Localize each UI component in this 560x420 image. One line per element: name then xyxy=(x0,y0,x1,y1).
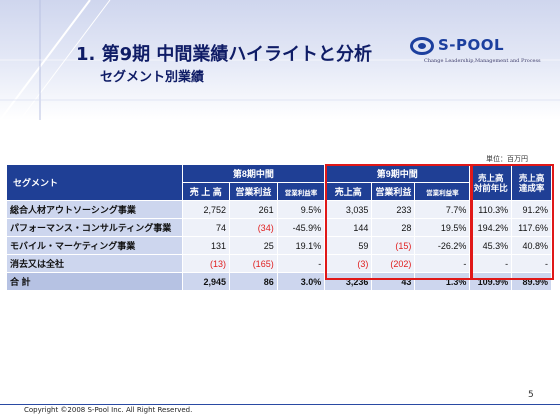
title-decoration xyxy=(0,0,560,120)
cell-op-curr: 43 xyxy=(371,272,416,291)
header-group-curr: 第9期中間 xyxy=(324,164,471,183)
table-row: 消去又は全社 (13) (165) - (3) (202) - - - xyxy=(6,254,552,273)
cell-yoy: - xyxy=(469,254,513,273)
cell-yoy: 45.3% xyxy=(469,236,513,255)
page-subtitle: セグメント別業績 xyxy=(100,70,205,85)
row-name: パフォーマンス・コンサルティング事業 xyxy=(6,218,183,237)
cell-sales-prev: 74 xyxy=(181,218,231,237)
copyright: Copyright ©2008 S-Pool Inc. All Right Re… xyxy=(24,406,193,414)
cell-op-curr: 233 xyxy=(371,200,416,219)
cell-opr-prev: 9.5% xyxy=(276,200,326,219)
header-opr-prev: 営業利益率 xyxy=(276,182,326,201)
cell-opr-prev: 3.0% xyxy=(276,272,326,291)
cell-sales-curr: 3,236 xyxy=(324,272,373,291)
cell-opr-curr: 19.5% xyxy=(414,218,471,237)
table-row-total: 合 計 2,945 86 3.0% 3,236 43 1.3% 109.9% 8… xyxy=(6,272,552,291)
header-segment: セグメント xyxy=(6,164,183,201)
cell-op-prev: 86 xyxy=(229,272,278,291)
header-group-prev: 第8期中間 xyxy=(181,164,326,183)
cell-sales-prev: (13) xyxy=(181,254,231,273)
row-name-total: 合 計 xyxy=(6,272,183,291)
logo-tagline: Change Leadership,Management and Process xyxy=(424,58,541,64)
segment-table: セグメント 第8期中間 第9期中間 売上高 対前年比 売上高 達成率 売 上 高… xyxy=(6,164,552,291)
row-name: 総合人材アウトソーシング事業 xyxy=(6,200,183,219)
page-number: 5 xyxy=(528,390,534,400)
unit-label: 単位：百万円 xyxy=(486,155,528,163)
cell-opr-curr: 1.3% xyxy=(414,272,471,291)
cell-sales-prev: 2,945 xyxy=(181,272,231,291)
cell-op-prev: 261 xyxy=(229,200,278,219)
cell-op-curr: (202) xyxy=(371,254,416,273)
logo: S-POOL Change Leadership,Management and … xyxy=(410,36,541,70)
cell-sales-curr: 59 xyxy=(324,236,373,255)
header-achievement: 売上高 達成率 xyxy=(511,164,552,201)
cell-achievement: 89.9% xyxy=(511,272,552,291)
cell-op-prev: (165) xyxy=(229,254,278,273)
cell-yoy: 109.9% xyxy=(469,272,513,291)
page-title: 1. 第9期 中間業績ハイライトと分析 xyxy=(76,44,373,65)
cell-opr-curr: -26.2% xyxy=(414,236,471,255)
header-op-curr: 営業利益 xyxy=(371,182,416,201)
cell-achievement: 40.8% xyxy=(511,236,552,255)
header-opr-curr: 営業利益率 xyxy=(414,182,471,201)
row-name: モバイル・マーケティング事業 xyxy=(6,236,183,255)
cell-sales-curr: 3,035 xyxy=(324,200,373,219)
logo-mark-icon xyxy=(410,37,434,55)
cell-op-prev: 25 xyxy=(229,236,278,255)
header-sales-prev: 売 上 高 xyxy=(181,182,231,201)
footer-divider xyxy=(0,404,560,405)
cell-yoy: 194.2% xyxy=(469,218,513,237)
cell-achievement: 117.6% xyxy=(511,218,552,237)
cell-op-curr: (15) xyxy=(371,236,416,255)
cell-sales-prev: 2,752 xyxy=(181,200,231,219)
table-row: 総合人材アウトソーシング事業 2,752 261 9.5% 3,035 233 … xyxy=(6,200,552,219)
header-op-prev: 営業利益 xyxy=(229,182,278,201)
cell-opr-prev: 19.1% xyxy=(276,236,326,255)
cell-opr-curr: - xyxy=(414,254,471,273)
cell-sales-prev: 131 xyxy=(181,236,231,255)
cell-opr-curr: 7.7% xyxy=(414,200,471,219)
logo-text: S-POOL xyxy=(438,36,505,54)
cell-op-prev: (34) xyxy=(229,218,278,237)
table-row: モバイル・マーケティング事業 131 25 19.1% 59 (15) -26.… xyxy=(6,236,552,255)
cell-op-curr: 28 xyxy=(371,218,416,237)
cell-opr-prev: -45.9% xyxy=(276,218,326,237)
cell-opr-prev: - xyxy=(276,254,326,273)
cell-achievement: 91.2% xyxy=(511,200,552,219)
row-name: 消去又は全社 xyxy=(6,254,183,273)
cell-sales-curr: 144 xyxy=(324,218,373,237)
header-yoy: 売上高 対前年比 xyxy=(469,164,513,201)
header-sales-curr: 売上高 xyxy=(324,182,373,201)
cell-achievement: - xyxy=(511,254,552,273)
cell-yoy: 110.3% xyxy=(469,200,513,219)
cell-sales-curr: (3) xyxy=(324,254,373,273)
table-row: パフォーマンス・コンサルティング事業 74 (34) -45.9% 144 28… xyxy=(6,218,552,237)
